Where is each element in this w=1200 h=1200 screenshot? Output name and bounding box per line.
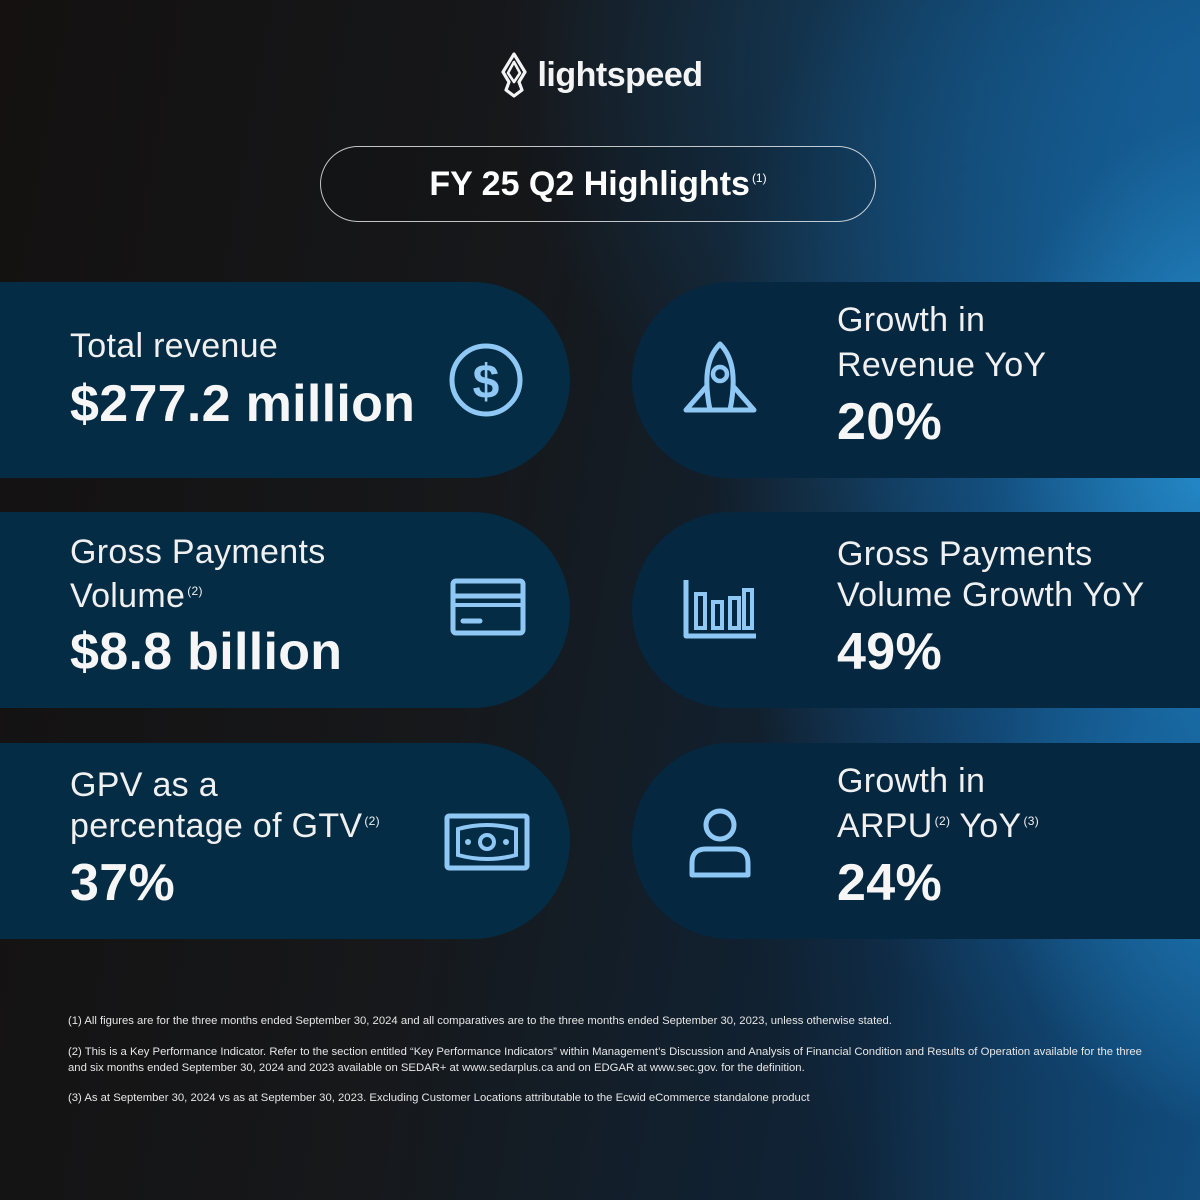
card-total-revenue: Total revenue $277.2 million $ [0, 282, 570, 478]
rocket-icon [683, 341, 757, 413]
card-label-line1: Gross Payments [837, 535, 1093, 573]
card-gpv-percentage-gtv: GPV as a percentage of GTV (2) 37% [0, 743, 570, 939]
footnote-marker: (2) [187, 583, 203, 598]
title-footnote-marker: (1) [751, 171, 767, 186]
card-label-line2: ARPU (2) YoY (3) [837, 807, 1040, 845]
card-value: $277.2 million [70, 375, 416, 433]
bar-chart-icon [683, 580, 756, 639]
card-label-line2: Volume Growth YoY [837, 576, 1145, 614]
footnote-2: (2) This is a Key Performance Indicator.… [68, 1045, 1142, 1074]
card-revenue-growth: Growth in Revenue YoY 20% [632, 282, 1200, 478]
card-label-line1: Growth in [837, 301, 986, 339]
footnotes: (1) All figures are for the three months… [68, 1014, 1158, 1122]
footnote-marker: (2) [364, 813, 380, 828]
card-value: 24% [837, 854, 942, 912]
title-pill: FY 25 Q2 Highlights (1) [320, 146, 876, 222]
lightspeed-flame-icon [501, 52, 528, 98]
dollar-coin-icon: $ [449, 343, 523, 417]
card-label-line2: Revenue YoY [837, 346, 1047, 384]
footnote-marker-3: (3) [1023, 813, 1040, 828]
card-arpu-growth: Growth in ARPU (2) YoY (3) 24% [632, 743, 1200, 939]
card-label-line2: Volume (2) [70, 577, 203, 615]
card-label-line1: Gross Payments [70, 533, 326, 571]
card-value: $8.8 billion [70, 623, 343, 681]
card-label-line2: percentage of GTV (2) [70, 807, 380, 845]
card-gross-payments-volume: Gross Payments Volume (2) $8.8 billion [0, 512, 570, 708]
card-label-line1: Growth in [837, 762, 986, 800]
svg-text:$: $ [473, 356, 500, 409]
card-value: 37% [70, 854, 175, 912]
card-gpv-growth: Gross Payments Volume Growth YoY 49% [632, 512, 1200, 708]
footnote-marker: (2) [934, 813, 951, 828]
logo-wordmark: lightspeed [537, 55, 703, 94]
card-value: 49% [837, 623, 942, 681]
brand-logo: lightspeed [0, 52, 1200, 98]
footnote-3: (3) As at September 30, 2024 vs as at Se… [68, 1092, 810, 1105]
footnote-1: (1) All figures are for the three months… [68, 1015, 892, 1027]
card-value: 20% [837, 393, 942, 451]
page-title: FY 25 Q2 Highlights (1) [429, 164, 767, 203]
card-label-line1: GPV as a [70, 766, 218, 804]
credit-card-icon [450, 578, 526, 636]
banknote-icon [444, 813, 530, 871]
user-icon [689, 808, 751, 878]
card-label: Total revenue [70, 327, 279, 365]
